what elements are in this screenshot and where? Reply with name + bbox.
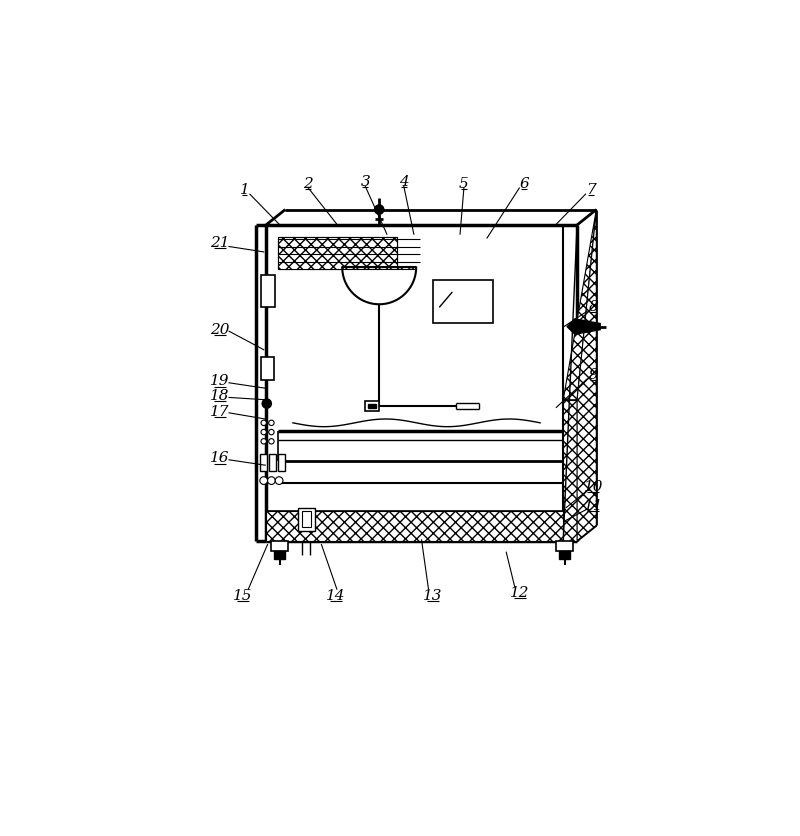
Circle shape bbox=[261, 421, 266, 426]
Bar bbox=[366, 402, 379, 411]
Bar bbox=[278, 454, 286, 471]
Text: 21: 21 bbox=[210, 236, 230, 250]
Circle shape bbox=[374, 206, 384, 215]
Text: 10: 10 bbox=[583, 479, 603, 493]
Bar bbox=[269, 454, 276, 471]
Bar bbox=[302, 512, 311, 528]
Polygon shape bbox=[577, 211, 596, 541]
Text: 16: 16 bbox=[210, 451, 230, 465]
Circle shape bbox=[261, 430, 266, 436]
Bar bbox=[262, 276, 275, 308]
Bar bbox=[274, 552, 286, 559]
Text: 7: 7 bbox=[586, 182, 596, 196]
Text: 2: 2 bbox=[303, 176, 314, 191]
Text: 18: 18 bbox=[210, 389, 230, 403]
Polygon shape bbox=[563, 211, 596, 400]
Text: 9: 9 bbox=[588, 367, 598, 381]
Polygon shape bbox=[567, 319, 600, 335]
Circle shape bbox=[260, 477, 267, 485]
Text: 19: 19 bbox=[210, 374, 230, 388]
Bar bbox=[433, 281, 493, 324]
Polygon shape bbox=[278, 237, 416, 269]
Bar bbox=[266, 512, 563, 541]
Text: 3: 3 bbox=[361, 175, 370, 189]
Bar bbox=[278, 237, 397, 269]
Bar bbox=[262, 358, 274, 381]
Bar bbox=[260, 454, 266, 471]
Text: 17: 17 bbox=[210, 404, 230, 418]
Circle shape bbox=[269, 430, 274, 436]
Bar bbox=[369, 404, 376, 409]
Circle shape bbox=[262, 400, 271, 409]
Text: 6: 6 bbox=[519, 176, 529, 191]
Bar bbox=[559, 552, 570, 559]
Bar bbox=[556, 541, 574, 552]
Text: 5: 5 bbox=[459, 176, 469, 191]
Circle shape bbox=[267, 477, 275, 485]
Circle shape bbox=[269, 439, 274, 445]
Text: 13: 13 bbox=[423, 588, 443, 602]
Text: 8: 8 bbox=[588, 299, 598, 314]
Text: 11: 11 bbox=[583, 498, 603, 512]
Bar bbox=[563, 400, 577, 541]
Text: 15: 15 bbox=[233, 588, 253, 602]
Text: 4: 4 bbox=[399, 175, 409, 189]
Bar bbox=[298, 508, 315, 531]
Text: 20: 20 bbox=[210, 323, 230, 337]
Text: 12: 12 bbox=[510, 585, 530, 599]
Circle shape bbox=[261, 439, 266, 445]
Circle shape bbox=[275, 477, 283, 485]
Text: 14: 14 bbox=[326, 588, 346, 602]
Circle shape bbox=[269, 421, 274, 426]
Bar bbox=[271, 541, 288, 552]
Text: 1: 1 bbox=[239, 182, 250, 196]
